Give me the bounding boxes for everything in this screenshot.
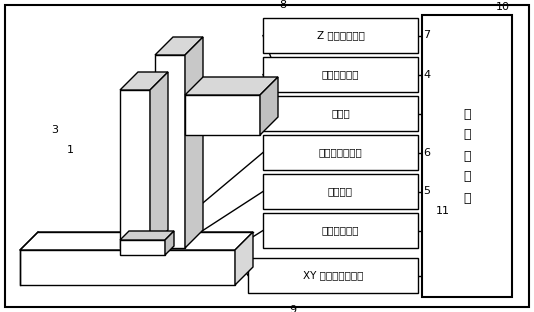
Text: 7: 7 <box>423 31 430 41</box>
Text: 高压电源控制器: 高压电源控制器 <box>319 148 363 158</box>
Text: 4: 4 <box>423 70 430 80</box>
Polygon shape <box>120 72 168 90</box>
Polygon shape <box>150 72 168 248</box>
Text: 2: 2 <box>191 40 199 50</box>
Polygon shape <box>185 95 260 135</box>
Polygon shape <box>185 77 278 95</box>
Bar <box>263 213 418 248</box>
Bar <box>422 15 512 297</box>
Polygon shape <box>155 55 185 248</box>
Text: 注射泵控制器: 注射泵控制器 <box>322 70 359 80</box>
Text: 6: 6 <box>423 148 430 158</box>
Polygon shape <box>120 231 174 240</box>
Polygon shape <box>260 77 278 135</box>
Text: 1: 1 <box>67 145 74 155</box>
Polygon shape <box>165 231 174 255</box>
Text: XY 平台运动控制器: XY 平台运动控制器 <box>303 271 363 280</box>
Bar <box>248 258 418 293</box>
Bar <box>263 174 418 209</box>
Text: 8: 8 <box>279 0 287 10</box>
Text: 10: 10 <box>496 2 510 12</box>
Text: Z 轴运动控制器: Z 轴运动控制器 <box>317 31 364 41</box>
Polygon shape <box>20 250 235 285</box>
Text: 微电流检测器: 微电流检测器 <box>322 226 359 236</box>
Polygon shape <box>155 37 203 55</box>
Text: 高压电源: 高压电源 <box>328 187 353 197</box>
Text: 9: 9 <box>289 305 296 312</box>
Polygon shape <box>20 232 253 250</box>
Text: 注射泵: 注射泵 <box>331 109 350 119</box>
Text: 电
纺
控
制
器: 电 纺 控 制 器 <box>464 108 471 204</box>
Bar <box>263 18 418 53</box>
Polygon shape <box>120 90 150 248</box>
Text: 11: 11 <box>436 206 450 216</box>
Bar <box>263 57 418 92</box>
Polygon shape <box>185 37 203 248</box>
Polygon shape <box>235 232 253 285</box>
Polygon shape <box>120 240 165 255</box>
Text: 5: 5 <box>423 187 430 197</box>
Bar <box>263 96 418 131</box>
Text: 3: 3 <box>51 125 59 135</box>
Bar <box>263 135 418 170</box>
